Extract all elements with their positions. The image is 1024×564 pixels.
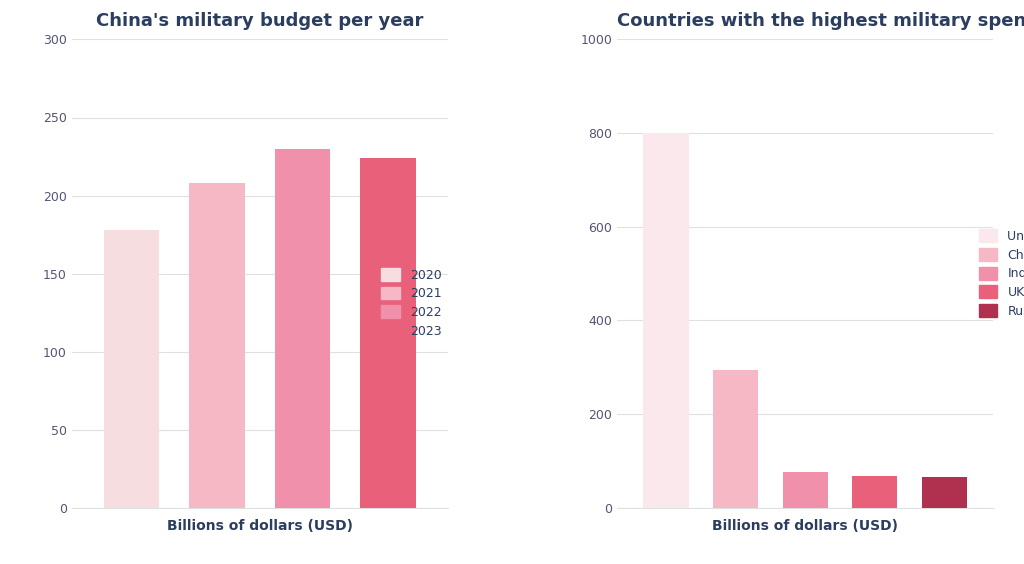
X-axis label: Billions of dollars (USD): Billions of dollars (USD) xyxy=(713,519,898,533)
Bar xyxy=(189,183,245,508)
Legend: United States, China, India, UK, Russia: United States, China, India, UK, Russia xyxy=(979,230,1024,318)
Text: Countries with the highest military spending (2021): Countries with the highest military spen… xyxy=(617,12,1024,29)
Title: China's military budget per year: China's military budget per year xyxy=(96,12,424,29)
Bar xyxy=(922,477,967,508)
X-axis label: Billions of dollars (USD): Billions of dollars (USD) xyxy=(167,519,352,533)
Bar xyxy=(360,158,416,508)
Bar xyxy=(852,476,897,508)
Bar xyxy=(103,230,160,508)
Legend: 2020, 2021, 2022, 2023: 2020, 2021, 2022, 2023 xyxy=(381,268,441,337)
Bar xyxy=(782,472,827,508)
Bar xyxy=(274,149,331,508)
Bar xyxy=(643,133,688,508)
Bar xyxy=(713,371,758,508)
